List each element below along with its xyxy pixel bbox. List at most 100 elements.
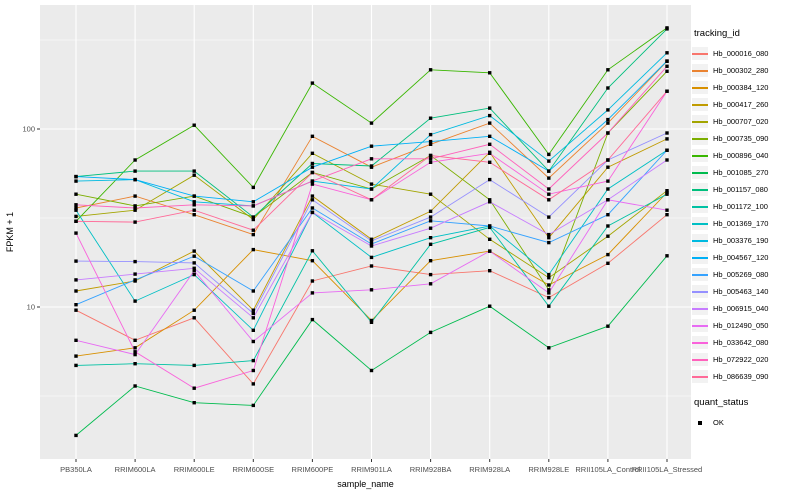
data-point [665, 192, 669, 196]
data-point [310, 151, 315, 155]
data-point [133, 278, 137, 282]
data-point [488, 134, 492, 138]
data-point [488, 71, 492, 75]
data-point [547, 169, 551, 173]
data-point [133, 208, 137, 212]
data-point [428, 236, 433, 240]
data-point [74, 354, 78, 358]
data-point [488, 160, 492, 164]
data-point [192, 401, 196, 405]
legend-item-Hb_000735_090: Hb_000735_090 [692, 130, 798, 147]
data-point [369, 121, 374, 125]
legend-item-Hb_006915_040: Hb_006915_040 [692, 300, 798, 317]
legend-key-line-icon [692, 251, 708, 264]
x-tick-label: RRIM928BA [410, 465, 452, 474]
data-point [428, 139, 433, 144]
legend-key-line-icon [692, 115, 708, 128]
legend-item-label: Hb_000417_260 [713, 100, 769, 109]
data-points [74, 26, 669, 438]
data-point [133, 206, 137, 210]
data-point [488, 121, 492, 125]
data-point [310, 198, 315, 202]
data-point [192, 266, 196, 270]
data-point [310, 81, 315, 85]
data-point [192, 386, 196, 390]
data-point [665, 158, 669, 162]
data-point [192, 208, 196, 212]
legend-item-Hb_001157_080: Hb_001157_080 [692, 181, 798, 198]
data-point [310, 165, 315, 169]
legend-key-line-icon [692, 234, 708, 247]
legend-item-Hb_072922_020: Hb_072922_020 [692, 351, 798, 368]
data-point [251, 232, 255, 237]
legend-key-line-icon [692, 217, 708, 230]
data-point [547, 198, 551, 202]
data-point [74, 338, 78, 342]
legend-key-line-icon [692, 285, 708, 298]
legend-item-label: Hb_000735_090 [713, 134, 769, 143]
data-point [74, 303, 78, 307]
legend-key-line-icon [692, 149, 708, 162]
data-point [74, 174, 78, 179]
data-point [369, 264, 374, 268]
data-point [606, 261, 610, 265]
legend-item-label: Hb_001172_100 [713, 202, 768, 211]
data-point [369, 244, 374, 248]
data-point [606, 158, 610, 162]
data-point [192, 200, 196, 204]
legend-item-label: Hb_086639_090 [713, 372, 769, 381]
data-point [547, 304, 551, 308]
data-point [310, 161, 315, 166]
data-point [192, 173, 196, 177]
data-point [133, 272, 137, 276]
data-point [665, 64, 669, 68]
data-point [488, 200, 492, 204]
legend-key-line-icon [692, 166, 708, 179]
data-point [369, 320, 374, 324]
data-point [428, 259, 433, 263]
data-point [251, 185, 255, 190]
data-point [133, 350, 137, 354]
plot-panel [40, 5, 691, 459]
data-point [488, 142, 492, 146]
legend-item-label: Hb_033642_080 [713, 338, 769, 347]
legend-key-line-icon [692, 370, 708, 383]
legend-item-label: Hb_000016_080 [713, 49, 769, 58]
legend-item-Hb_003376_190: Hb_003376_190 [692, 232, 798, 249]
legend-item-Hb_000302_280: Hb_000302_280 [692, 62, 798, 79]
data-point [606, 198, 610, 202]
data-point [133, 352, 137, 357]
data-point [192, 123, 196, 127]
data-point [428, 209, 433, 213]
legend-item-label: Hb_012490_050 [713, 321, 769, 330]
data-point [310, 194, 315, 198]
data-point [547, 295, 551, 300]
data-point [192, 261, 196, 265]
data-point [665, 69, 669, 73]
data-point [606, 121, 610, 125]
data-point [74, 192, 78, 196]
data-point [428, 215, 433, 219]
legend-key-line-icon [692, 268, 708, 281]
data-point [74, 219, 78, 223]
data-point [192, 254, 196, 258]
data-point [488, 304, 492, 308]
data-point [547, 283, 551, 287]
data-point [547, 187, 551, 191]
data-point [192, 316, 196, 320]
legend-item-label: Hb_005269_080 [713, 270, 769, 279]
data-point [192, 249, 196, 253]
data-point [310, 317, 315, 322]
y-axis-title: FPKM + 1 [5, 212, 15, 252]
legend-item-label: Hb_072922_020 [713, 355, 769, 364]
data-point [369, 368, 374, 373]
legend-item-Hb_000896_040: Hb_000896_040 [692, 147, 798, 164]
data-point [547, 192, 551, 196]
legend-item-label: Hb_001085_270 [713, 168, 769, 177]
data-point [428, 219, 433, 223]
data-point [428, 160, 433, 164]
data-point [251, 339, 255, 344]
data-point [133, 169, 137, 173]
data-point [547, 276, 551, 280]
